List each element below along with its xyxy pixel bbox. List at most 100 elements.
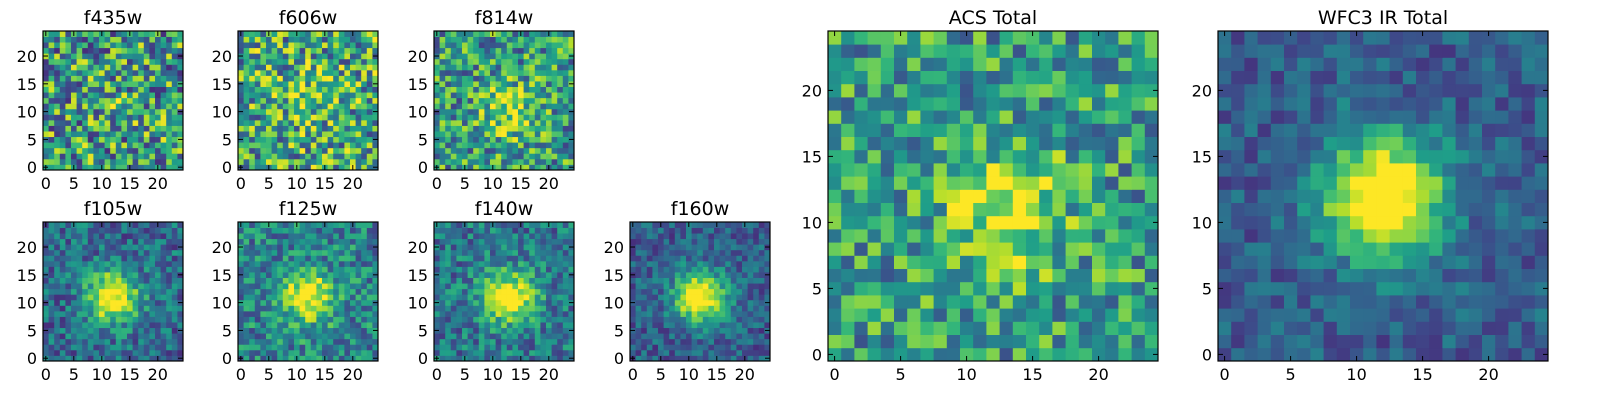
heatmap-cell [562, 277, 569, 284]
heatmap-cell [322, 97, 328, 104]
heatmap-cell [669, 355, 676, 362]
heatmap-cell [138, 131, 145, 138]
heatmap-cell [495, 158, 502, 165]
heatmap-cell [714, 272, 720, 278]
heatmap-cell [1105, 281, 1119, 296]
heatmap-cell [1144, 202, 1159, 217]
heatmap-cell [59, 322, 66, 329]
heatmap-cell [65, 355, 72, 362]
heatmap-cell [490, 36, 496, 43]
heatmap-cell [48, 125, 55, 132]
heatmap-cell [59, 327, 66, 334]
heatmap-cell [439, 260, 446, 267]
heatmap-cell [166, 283, 173, 290]
heatmap-cell [484, 283, 491, 290]
heatmap-cell [238, 64, 244, 71]
heatmap-cell [646, 338, 653, 345]
heatmap-cell [110, 288, 117, 295]
heatmap-cell [238, 316, 244, 323]
heatmap-cell [907, 308, 921, 322]
heatmap-cell [540, 42, 547, 49]
heatmap-cell [658, 244, 664, 251]
heatmap-cell [54, 272, 61, 278]
heatmap-cell [149, 142, 156, 149]
heatmap-cell [254, 108, 261, 115]
heatmap-cell [299, 316, 306, 323]
heatmap-cell [127, 103, 133, 110]
heatmap-cell [71, 266, 77, 273]
heatmap-cell [658, 255, 664, 262]
heatmap-cell [484, 333, 491, 340]
heatmap-cell [495, 125, 502, 132]
heatmap-cell [708, 288, 715, 295]
heatmap-cell [439, 344, 446, 351]
heatmap-cell [867, 347, 882, 362]
heatmap-cell [316, 244, 323, 251]
heatmap-cell [828, 163, 842, 177]
heatmap-cell [456, 233, 463, 240]
heatmap-cell [127, 227, 133, 234]
heatmap-cell [177, 333, 184, 340]
heatmap-cell [652, 305, 659, 312]
heatmap-cell [266, 92, 272, 99]
heatmap-cell [104, 81, 111, 87]
heatmap-cell [344, 142, 351, 149]
heatmap-cell [747, 322, 754, 329]
heatmap-cell [669, 277, 676, 284]
heatmap-cell [456, 294, 463, 301]
heatmap-cell [350, 108, 356, 115]
heatmap-cell [299, 299, 306, 306]
heatmap-cell [506, 81, 513, 87]
heatmap-cell [243, 119, 250, 126]
heatmap-cell [534, 299, 541, 306]
heatmap-cell [82, 58, 89, 65]
heatmap-cell [110, 322, 117, 329]
heatmap-cell [841, 163, 855, 177]
heatmap-cell [177, 75, 184, 82]
heatmap-cell [87, 288, 94, 295]
y-tick-label: 10 [212, 294, 232, 313]
heatmap-cell [1078, 176, 1093, 190]
heatmap-cell [48, 333, 55, 340]
heatmap-cell [43, 233, 49, 240]
heatmap-cell [946, 308, 961, 322]
heatmap-cell [490, 53, 496, 60]
heatmap-cell [495, 81, 502, 87]
heatmap-cell [93, 147, 100, 154]
heatmap-cell [1012, 242, 1027, 256]
heatmap-cell [155, 142, 161, 149]
heatmap-cell [434, 277, 440, 284]
heatmap-cell [669, 299, 676, 306]
heatmap-cell [322, 42, 328, 49]
heatmap-cell [271, 31, 278, 37]
heatmap-cell [355, 299, 362, 306]
heatmap-cell [568, 97, 575, 104]
heatmap-cell [372, 305, 379, 312]
heatmap-cell [327, 238, 334, 245]
heatmap-cell [138, 164, 145, 171]
heatmap-cell [920, 255, 934, 269]
heatmap-cell [104, 153, 111, 160]
heatmap-cell [719, 244, 726, 251]
heatmap-cell [132, 119, 139, 126]
heatmap-cell [1092, 189, 1106, 203]
heatmap-cell [266, 125, 272, 132]
heatmap-cell [730, 355, 737, 362]
heatmap-cell [742, 333, 748, 340]
heatmap-cell [93, 344, 100, 351]
heatmap-cell [177, 119, 184, 126]
heatmap-cell [48, 355, 55, 362]
heatmap-cell [529, 299, 536, 306]
heatmap-cell [501, 322, 508, 329]
heatmap-cell [946, 255, 961, 269]
heatmap-cell [456, 97, 463, 104]
heatmap-cell [534, 283, 541, 290]
heatmap-cell [697, 338, 704, 345]
heatmap-cell [110, 36, 117, 43]
heatmap-cell [462, 338, 468, 345]
heatmap-cell [557, 316, 564, 323]
heatmap-cell [445, 142, 452, 149]
heatmap-cell [249, 288, 256, 295]
heatmap-cell [243, 142, 250, 149]
